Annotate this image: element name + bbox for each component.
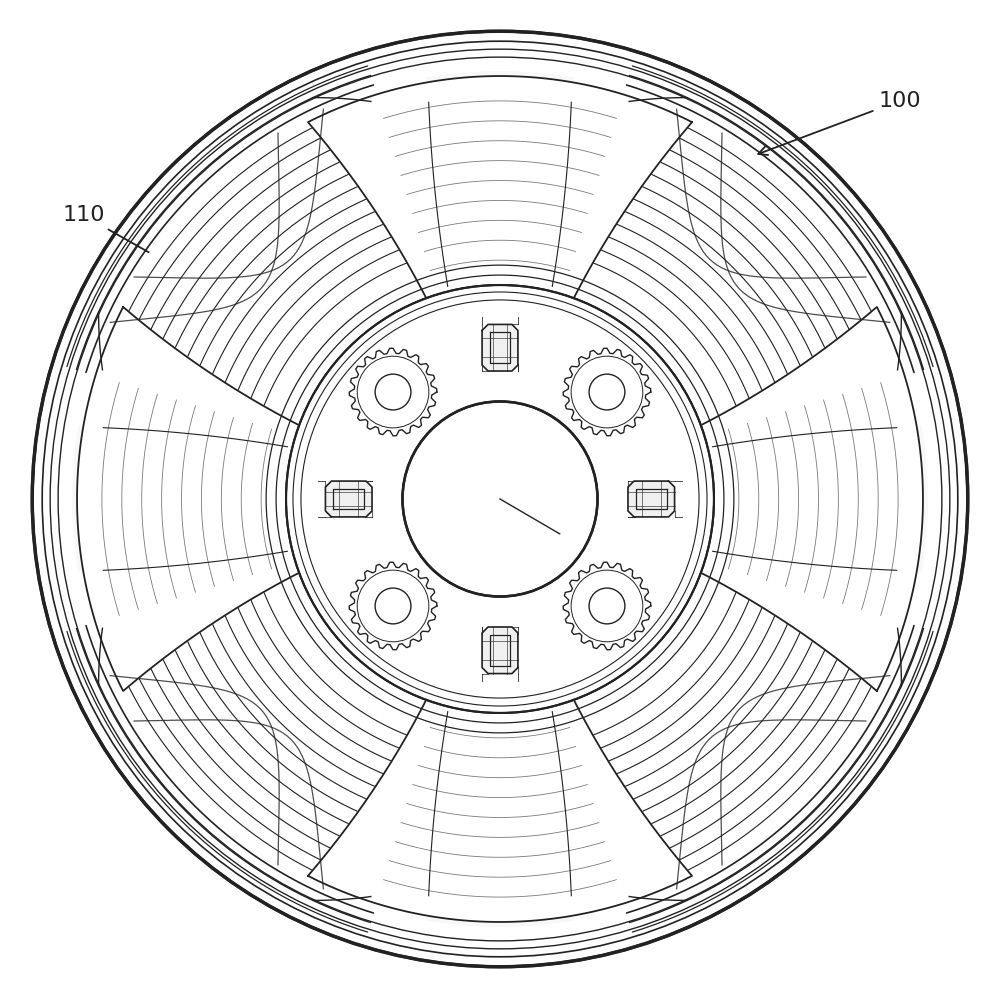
Polygon shape <box>537 78 921 462</box>
Circle shape <box>375 374 411 410</box>
Polygon shape <box>349 348 437 436</box>
Polygon shape <box>563 562 651 650</box>
Circle shape <box>72 71 928 927</box>
Circle shape <box>402 401 598 597</box>
Text: 130: 130 <box>479 698 532 877</box>
Text: 100: 100 <box>758 91 921 155</box>
Polygon shape <box>537 536 921 920</box>
Circle shape <box>589 588 625 624</box>
Polygon shape <box>325 481 372 517</box>
Circle shape <box>571 570 643 642</box>
Polygon shape <box>77 307 304 691</box>
Polygon shape <box>79 78 463 462</box>
Circle shape <box>357 570 429 642</box>
Circle shape <box>357 356 429 428</box>
Circle shape <box>375 588 411 624</box>
Text: 110: 110 <box>62 206 282 327</box>
Polygon shape <box>482 627 518 674</box>
Text: 111: 111 <box>744 419 916 443</box>
Polygon shape <box>482 324 518 371</box>
Circle shape <box>589 374 625 410</box>
Circle shape <box>286 285 714 713</box>
Circle shape <box>32 31 968 967</box>
Circle shape <box>571 356 643 428</box>
Polygon shape <box>308 696 692 922</box>
Polygon shape <box>79 536 463 920</box>
Polygon shape <box>349 562 437 650</box>
Polygon shape <box>628 481 675 517</box>
Polygon shape <box>308 76 692 302</box>
Polygon shape <box>696 307 923 691</box>
Polygon shape <box>563 348 651 436</box>
